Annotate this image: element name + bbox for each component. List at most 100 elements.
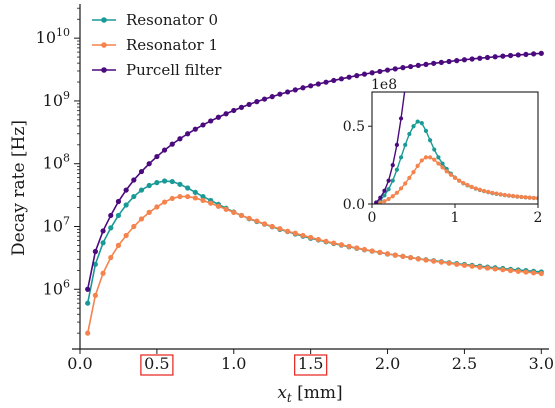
inset-data-point-resonator-0 xyxy=(394,167,399,172)
data-point-purcell-filter xyxy=(292,87,298,93)
inset-data-point-resonator-0 xyxy=(411,124,416,129)
x-tick-label: 3.0 xyxy=(529,354,554,373)
data-point-resonator-1 xyxy=(507,267,514,274)
data-point-resonator-0 xyxy=(154,180,160,186)
highlight-box xyxy=(140,354,174,376)
main-y-ticks: 106 107 108 109 1010 xyxy=(36,7,80,334)
x-tick-label: 2.5 xyxy=(452,354,477,373)
x-tick-label: 2.0 xyxy=(375,354,400,373)
inset-data-point-resonator-1 xyxy=(419,158,424,163)
data-point-resonator-1 xyxy=(446,260,452,266)
inset-data-point-resonator-0 xyxy=(419,121,424,126)
data-point-purcell-filter xyxy=(154,153,160,160)
inset-data-point-resonator-1 xyxy=(378,200,383,204)
highlight-box xyxy=(294,354,328,376)
inset-data-point-resonator-1 xyxy=(498,192,503,197)
x-tick-label: 0.5 xyxy=(144,354,169,373)
inset-data-point-purcell-filter xyxy=(390,163,395,168)
y-tick-label: 106 xyxy=(43,277,70,298)
data-point-purcell-filter xyxy=(131,177,137,183)
inset-data-point-resonator-0 xyxy=(436,155,441,160)
inset-data-point-resonator-0 xyxy=(403,142,408,147)
data-point-resonator-1 xyxy=(138,216,145,222)
data-point-purcell-filter xyxy=(215,114,221,120)
inset-data-point-resonator-1 xyxy=(415,163,420,168)
inset-data-point-resonator-1 xyxy=(469,184,474,189)
data-point-resonator-0 xyxy=(123,202,129,208)
inset-data-point-resonator-0 xyxy=(428,138,433,143)
data-point-resonator-0 xyxy=(131,193,137,200)
inset-x-tick-label: 0 xyxy=(368,210,377,226)
data-point-resonator-1 xyxy=(261,221,268,227)
data-point-resonator-0 xyxy=(192,189,198,195)
data-point-purcell-filter xyxy=(538,50,544,56)
data-point-purcell-filter xyxy=(392,66,398,72)
data-point-resonator-1 xyxy=(161,199,168,205)
inset-data-point-purcell-filter xyxy=(394,142,399,147)
legend-label-resonator-0: Resonator 0 xyxy=(126,11,218,29)
data-point-purcell-filter xyxy=(85,286,91,292)
inset-data-point-resonator-1 xyxy=(394,190,399,195)
inset-data-point-resonator-1 xyxy=(452,175,458,180)
x-tick-label: 0.0 xyxy=(67,354,92,373)
data-point-resonator-1 xyxy=(331,240,337,246)
inset-data-point-resonator-1 xyxy=(390,194,395,199)
data-point-resonator-1 xyxy=(131,223,137,230)
data-point-purcell-filter xyxy=(531,51,537,57)
legend-marker-resonator-0 xyxy=(101,17,107,23)
data-point-resonator-1 xyxy=(238,212,245,219)
y-tick-label: 107 xyxy=(43,214,70,235)
inset-data-point-resonator-1 xyxy=(436,161,441,166)
y-tick-label: 108 xyxy=(43,152,70,173)
inset-data-point-resonator-1 xyxy=(440,165,445,170)
x-tick-label: 1.0 xyxy=(221,354,246,373)
data-point-resonator-1 xyxy=(438,259,444,265)
data-point-resonator-1 xyxy=(523,269,529,275)
main-x-ticks: 0.0 0.5 1.0 1.5 2.0 2.5 3.0 xyxy=(67,349,554,376)
x-tick-label: 1.5 xyxy=(298,354,323,373)
data-point-resonator-1 xyxy=(384,251,391,257)
inset-data-point-resonator-1 xyxy=(382,199,387,204)
data-point-resonator-0 xyxy=(100,240,106,246)
data-point-resonator-1 xyxy=(477,264,483,270)
inset-data-point-purcell-filter xyxy=(382,188,387,193)
data-point-purcell-filter xyxy=(161,147,168,153)
data-point-purcell-filter xyxy=(238,104,245,110)
data-point-purcell-filter xyxy=(323,79,329,85)
data-point-purcell-filter xyxy=(300,85,306,91)
inset-data-point-resonator-1 xyxy=(481,188,487,194)
data-point-resonator-1 xyxy=(246,215,252,221)
inset-data-point-resonator-0 xyxy=(423,128,429,133)
data-point-purcell-filter xyxy=(492,54,498,60)
data-point-purcell-filter xyxy=(123,187,129,193)
data-point-purcell-filter xyxy=(100,228,106,234)
data-point-resonator-1 xyxy=(377,249,383,255)
inset-data-point-resonator-1 xyxy=(398,186,404,191)
inset-data-point-resonator-1 xyxy=(432,157,437,162)
data-point-purcell-filter xyxy=(369,70,375,76)
data-point-purcell-filter xyxy=(454,58,460,64)
data-point-resonator-1 xyxy=(277,226,283,232)
inset-y-ticks: 0.0 0.5 xyxy=(343,119,372,213)
data-point-purcell-filter xyxy=(92,248,98,255)
data-point-resonator-1 xyxy=(284,228,291,234)
data-point-purcell-filter xyxy=(277,91,283,97)
data-point-resonator-0 xyxy=(177,181,183,187)
inset-data-point-resonator-1 xyxy=(531,195,536,201)
data-point-resonator-1 xyxy=(392,252,398,258)
data-point-resonator-1 xyxy=(154,204,160,210)
inset-y-tick-label: 0.5 xyxy=(343,119,365,135)
data-point-purcell-filter xyxy=(284,89,291,95)
data-point-purcell-filter xyxy=(477,55,483,61)
data-point-resonator-1 xyxy=(469,263,475,269)
inset-x-ticks: 0 1 2 xyxy=(368,204,542,226)
data-point-resonator-1 xyxy=(200,197,206,204)
data-point-purcell-filter xyxy=(308,83,314,89)
data-point-purcell-filter xyxy=(446,58,452,65)
inset-data-point-resonator-1 xyxy=(428,155,433,160)
data-point-resonator-0 xyxy=(185,185,191,191)
data-point-resonator-1 xyxy=(192,195,198,201)
data-point-resonator-1 xyxy=(215,203,221,209)
legend-marker-purcell-filter xyxy=(101,67,107,73)
data-point-purcell-filter xyxy=(469,56,475,62)
